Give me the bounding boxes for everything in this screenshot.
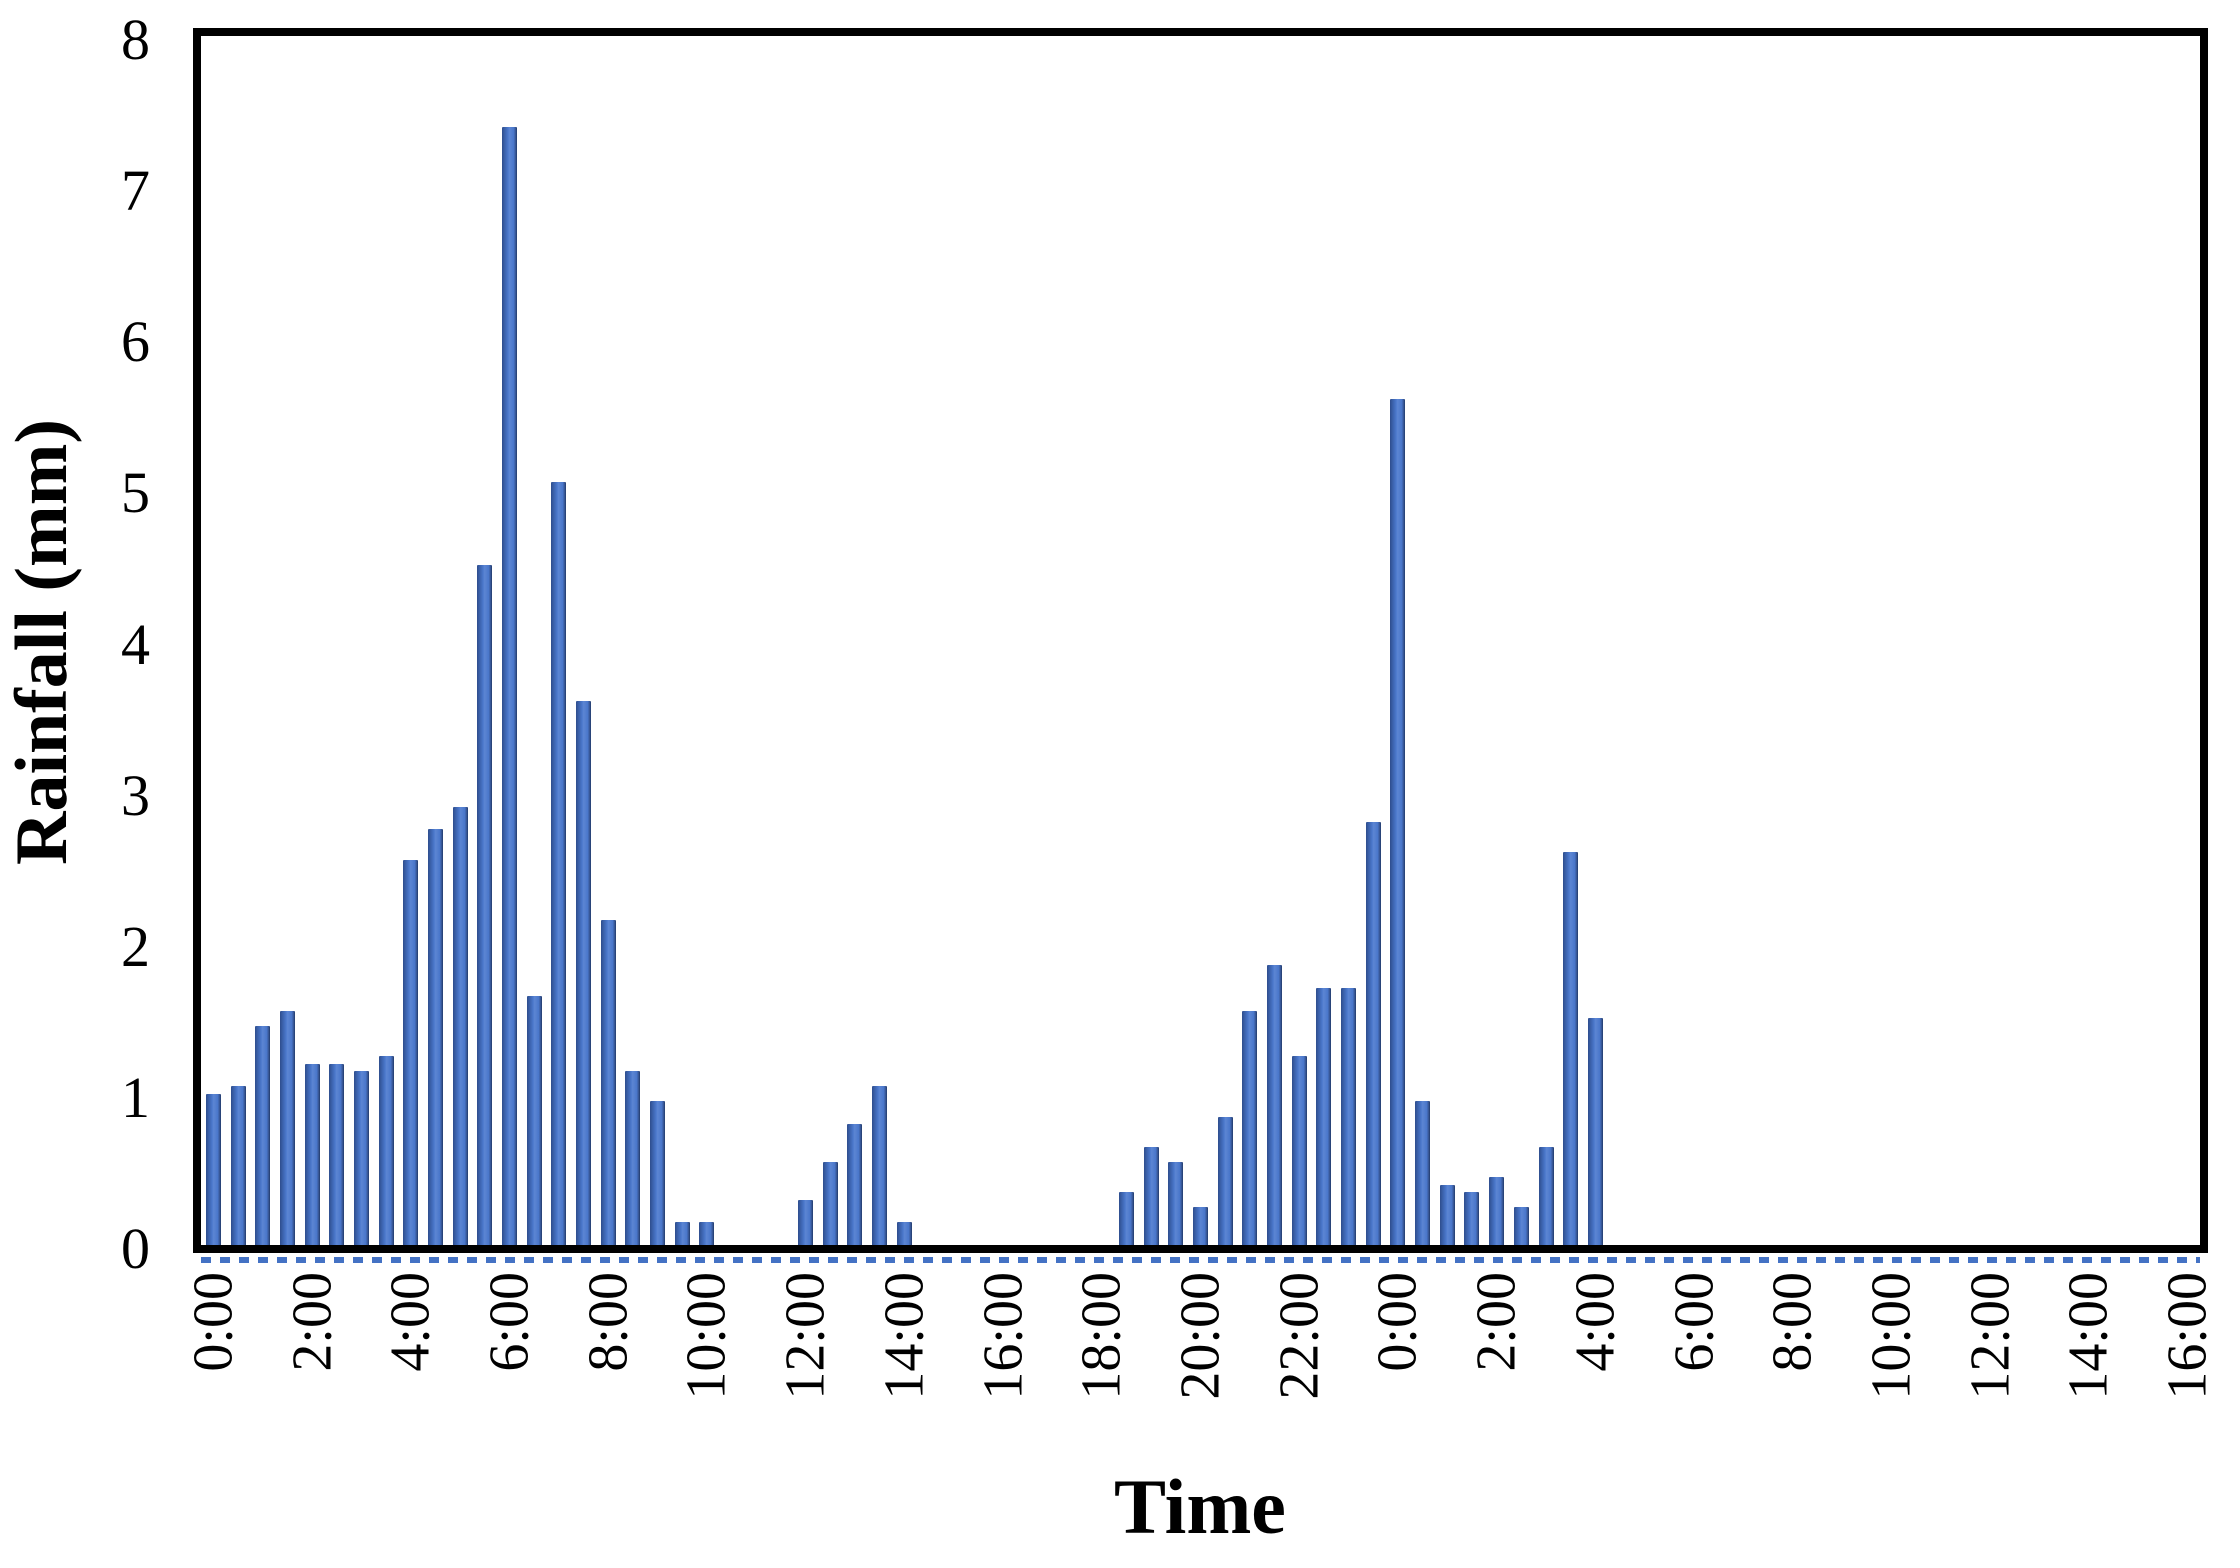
bar <box>674 1222 690 1245</box>
x-axis-label: 0:00 <box>182 1272 245 1372</box>
bar <box>798 1199 814 1245</box>
bar <box>1242 1010 1258 1245</box>
bar <box>329 1063 345 1245</box>
bar <box>1365 821 1381 1245</box>
y-axis-label: 3 <box>121 762 150 828</box>
x-axis-label: 6:00 <box>1663 1272 1726 1372</box>
bar <box>427 829 443 1245</box>
bar <box>1563 852 1579 1245</box>
x-axis-title: Time <box>1114 1463 1286 1550</box>
bar <box>526 995 542 1245</box>
bar <box>896 1222 912 1245</box>
bar <box>304 1063 320 1245</box>
bar <box>403 859 419 1245</box>
bar <box>1587 1018 1603 1245</box>
bar <box>1316 988 1332 1245</box>
bar <box>1538 1146 1554 1245</box>
y-axis-label: 4 <box>121 611 150 677</box>
bar <box>1464 1192 1480 1245</box>
bar <box>576 700 592 1245</box>
bar <box>205 1093 221 1245</box>
bar <box>1390 398 1406 1245</box>
x-axis-label: 8:00 <box>577 1272 640 1372</box>
bar <box>1143 1146 1159 1245</box>
plot-area <box>193 28 2208 1253</box>
bar <box>650 1101 666 1245</box>
bar <box>1291 1056 1307 1245</box>
y-axis-label: 5 <box>121 460 150 526</box>
bar <box>847 1124 863 1245</box>
y-axis-label: 2 <box>121 913 150 979</box>
zero-dashline <box>201 1257 2200 1263</box>
x-axis-label: 22:00 <box>1268 1272 1331 1400</box>
bar <box>1415 1101 1431 1245</box>
y-axis-label: 0 <box>121 1216 150 1281</box>
x-axis-label: 2:00 <box>281 1272 344 1372</box>
bar <box>501 126 517 1245</box>
x-axis-label: 16:00 <box>2156 1272 2219 1400</box>
x-axis-label: 16:00 <box>972 1272 1035 1400</box>
x-axis-label: 0:00 <box>1366 1272 1429 1372</box>
x-axis-label: 20:00 <box>1169 1272 1232 1400</box>
x-axis-label: 8:00 <box>1761 1272 1824 1372</box>
bar <box>872 1086 888 1245</box>
x-axis-label: 14:00 <box>873 1272 936 1400</box>
x-axis-label: 12:00 <box>1959 1272 2022 1400</box>
y-axis-label: 8 <box>121 7 150 72</box>
x-axis-label: 4:00 <box>1564 1272 1627 1372</box>
bar <box>279 1010 295 1245</box>
bar <box>1168 1161 1184 1245</box>
bar <box>822 1161 838 1245</box>
bar <box>1267 965 1283 1245</box>
bar <box>551 481 567 1245</box>
y-axis-title: Rainfall (mm) <box>1 419 83 865</box>
x-axis-label: 6:00 <box>478 1272 541 1372</box>
bar <box>699 1222 715 1245</box>
y-axis-label: 1 <box>121 1064 150 1130</box>
bar <box>600 920 616 1245</box>
bar <box>452 806 468 1245</box>
bar <box>230 1086 246 1245</box>
y-axis-label: 7 <box>121 158 150 224</box>
bar <box>353 1071 369 1245</box>
bar <box>1193 1207 1208 1245</box>
x-axis-label: 10:00 <box>1860 1272 1923 1400</box>
x-axis-label: 4:00 <box>379 1272 442 1372</box>
bar <box>1217 1116 1233 1245</box>
x-axis-label: 2:00 <box>1465 1272 1528 1372</box>
x-axis-label: 18:00 <box>1070 1272 1133 1400</box>
x-axis-label: 14:00 <box>2057 1272 2120 1400</box>
bar <box>1118 1192 1134 1245</box>
bar <box>1513 1207 1529 1245</box>
bar <box>1341 988 1357 1245</box>
bar <box>625 1071 641 1245</box>
bar <box>1489 1177 1505 1245</box>
bar <box>1439 1184 1455 1245</box>
bar <box>378 1056 394 1245</box>
x-axis-label: 10:00 <box>675 1272 738 1400</box>
bar <box>255 1025 271 1245</box>
x-axis-label: 12:00 <box>774 1272 837 1400</box>
bar <box>477 564 493 1245</box>
y-axis-label: 6 <box>121 309 150 375</box>
